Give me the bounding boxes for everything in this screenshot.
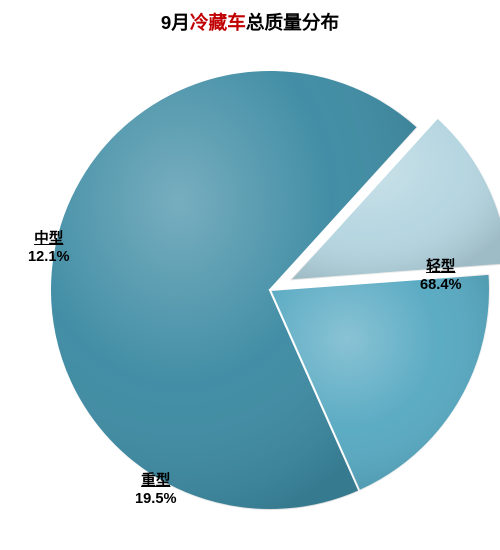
slice-label-medium: 中型 12.1%: [28, 230, 70, 267]
slice-name: 重型: [135, 472, 177, 490]
slice-pct: 19.5%: [135, 490, 177, 508]
slice-name: 中型: [28, 230, 70, 248]
pie-chart-container: 9月冷藏车总质量分布 轻型 68.4% 中型 12.1% 重型 19.5%: [0, 0, 500, 550]
slice-label-light: 轻型 68.4%: [420, 258, 462, 295]
slice-label-heavy: 重型 19.5%: [135, 472, 177, 509]
slice-pct: 68.4%: [420, 276, 462, 294]
slice-name: 轻型: [420, 258, 462, 276]
slice-pct: 12.1%: [28, 248, 70, 266]
